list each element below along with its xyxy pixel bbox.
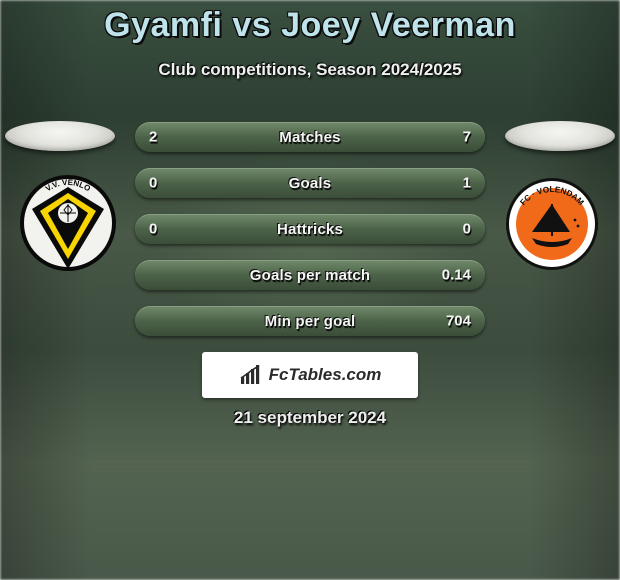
bar-chart-icon bbox=[239, 364, 263, 386]
footer-date: 21 september 2024 bbox=[0, 408, 620, 428]
fc-volendam-crest: FC · VOLENDAM bbox=[502, 176, 602, 276]
stats-panel: 2 Matches 7 0 Goals 1 0 Hattricks 0 Goal… bbox=[135, 122, 485, 352]
stat-right-value: 0.14 bbox=[442, 267, 471, 284]
stat-row-matches: 2 Matches 7 bbox=[135, 122, 485, 152]
stat-left-value: 2 bbox=[149, 129, 157, 146]
vvv-venlo-crest: V.V. VENLO bbox=[18, 173, 118, 273]
stat-row-goals: 0 Goals 1 bbox=[135, 168, 485, 198]
fctables-label: FcTables.com bbox=[269, 365, 382, 385]
stat-label: Goals bbox=[289, 175, 332, 192]
stat-left-value: 0 bbox=[149, 221, 157, 238]
stat-right-value: 0 bbox=[463, 221, 471, 238]
page-title: Gyamfi vs Joey Veerman bbox=[0, 6, 620, 45]
stat-row-min-per-goal: Min per goal 704 bbox=[135, 306, 485, 336]
stat-label: Hattricks bbox=[277, 221, 343, 238]
stat-label: Goals per match bbox=[250, 267, 371, 284]
stat-row-hattricks: 0 Hattricks 0 bbox=[135, 214, 485, 244]
player-avatar-right bbox=[505, 121, 615, 151]
stat-right-value: 704 bbox=[446, 313, 471, 330]
stat-right-value: 1 bbox=[463, 175, 471, 192]
stat-label: Min per goal bbox=[265, 313, 356, 330]
stat-right-value: 7 bbox=[463, 129, 471, 146]
stat-label: Matches bbox=[279, 129, 340, 146]
player-avatar-left bbox=[5, 121, 115, 151]
stat-row-goals-per-match: Goals per match 0.14 bbox=[135, 260, 485, 290]
page-subtitle: Club competitions, Season 2024/2025 bbox=[0, 60, 620, 80]
fctables-link[interactable]: FcTables.com bbox=[202, 352, 418, 398]
stat-left-value: 0 bbox=[149, 175, 157, 192]
